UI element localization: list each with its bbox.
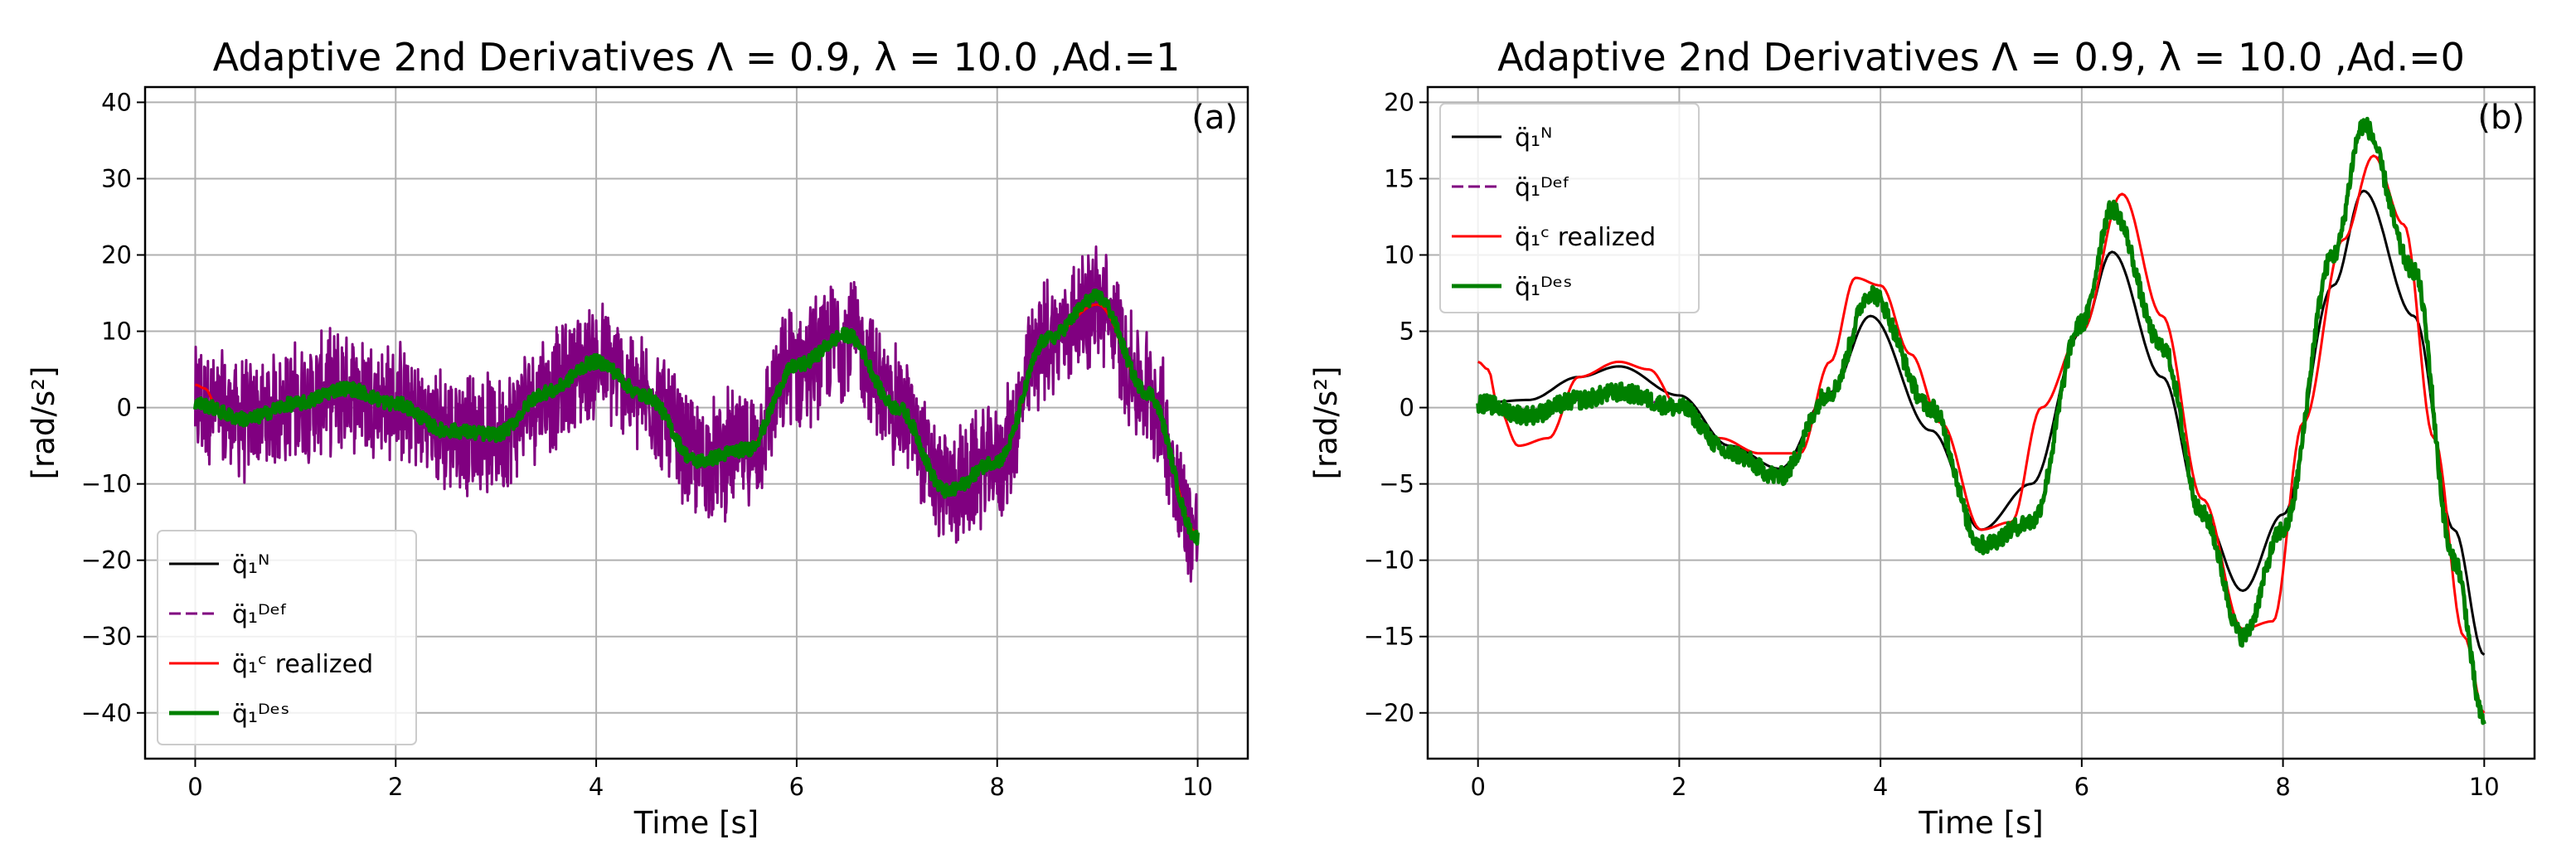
y-tick-label: −10 [81,470,132,498]
chart-title: Adaptive 2nd Derivatives Λ = 0.9, λ = 10… [1497,35,2465,80]
panel-label: (b) [2477,99,2525,137]
legend-box [157,530,417,745]
x-tick-label: 6 [789,773,804,801]
y-tick-label: 15 [1384,164,1414,192]
legend-entry-c: q̈₁ᶜ realized [232,650,373,679]
y-tick-label: 0 [117,394,132,422]
legend: q̈₁ᴺ q̈₁ᴰᵉᶠ q̈₁ᶜ realized q̈₁ᴰᵉˢ [1439,103,1700,313]
legend-entry-des: q̈₁ᴰᵉˢ [232,700,289,729]
x-tick-label: 10 [1182,773,1213,801]
x-tick-label: 2 [1671,773,1686,801]
series-line-des [193,289,1200,546]
x-tick-label: 0 [187,773,202,801]
y-tick-label: 0 [1400,394,1414,422]
legend: q̈₁ᴺ q̈₁ᴰᵉᶠ q̈₁ᶜ realized q̈₁ᴰᵉˢ [157,530,417,745]
y-tick-label: 20 [1384,88,1414,116]
x-tick-label: 4 [1873,773,1888,801]
y-tick-label: 10 [1384,241,1414,269]
legend-entry-def: q̈₁ᴰᵉᶠ [1515,173,1570,202]
y-tick-label: −15 [1364,623,1414,651]
chart-panel-a: 0 2 4 6 8 10 −40 −30 −20 −10 0 10 20 30 40 Adaptive 2nd… [26,35,1249,841]
x-tick-label: 10 [2469,773,2500,801]
panel-label: (a) [1191,99,1238,137]
series-group [1476,116,2486,725]
y-tick-label: 5 [1400,318,1414,346]
x-tick-label: 8 [2275,773,2290,801]
legend-entry-n: q̈₁ᴺ [1515,124,1552,153]
y-tick-label: −5 [1379,470,1414,498]
x-axis-label: Time [s] [1918,805,2043,841]
series-line-des [1476,116,2486,725]
y-axis-label: [rad/s²] [1308,366,1344,480]
x-tick-label: 6 [2074,773,2089,801]
chart-panel-b: 0 2 4 6 8 10 −20 −15 −10 −5 0 5 10 15 20 Adaptive 2nd D… [1308,35,2536,841]
series-line-c [1477,154,2486,714]
y-tick-label: 30 [101,164,132,192]
plot-frame [1426,85,2536,760]
x-tick-label: 0 [1470,773,1485,801]
legend-entry-def: q̈₁ᴰᵉᶠ [232,600,288,629]
legend-entry-c: q̈₁ᶜ realized [1515,223,1656,252]
legend-entry-des: q̈₁ᴰᵉˢ [1515,273,1572,302]
y-tick-label: −40 [81,699,132,727]
x-tick-label: 4 [589,773,604,801]
y-tick-label: 10 [101,318,132,346]
plot-frame [143,85,1249,760]
y-tick-label: −10 [1364,546,1414,575]
chart-title: Adaptive 2nd Derivatives Λ = 0.9, λ = 10… [213,35,1181,80]
x-tick-label: 8 [990,773,1005,801]
y-axis-label: [rad/s²] [26,366,61,480]
legend-entry-n: q̈₁ᴺ [232,551,269,580]
y-tick-label: −30 [81,623,132,651]
series-group [193,245,1200,583]
y-tick-label: 40 [101,88,132,116]
y-tick-label: −20 [81,546,132,575]
x-tick-label: 2 [388,773,403,801]
legend-box [1439,103,1700,313]
y-tick-label: −20 [1364,699,1414,727]
y-tick-label: 20 [101,241,132,269]
x-axis-label: Time [s] [633,805,759,841]
